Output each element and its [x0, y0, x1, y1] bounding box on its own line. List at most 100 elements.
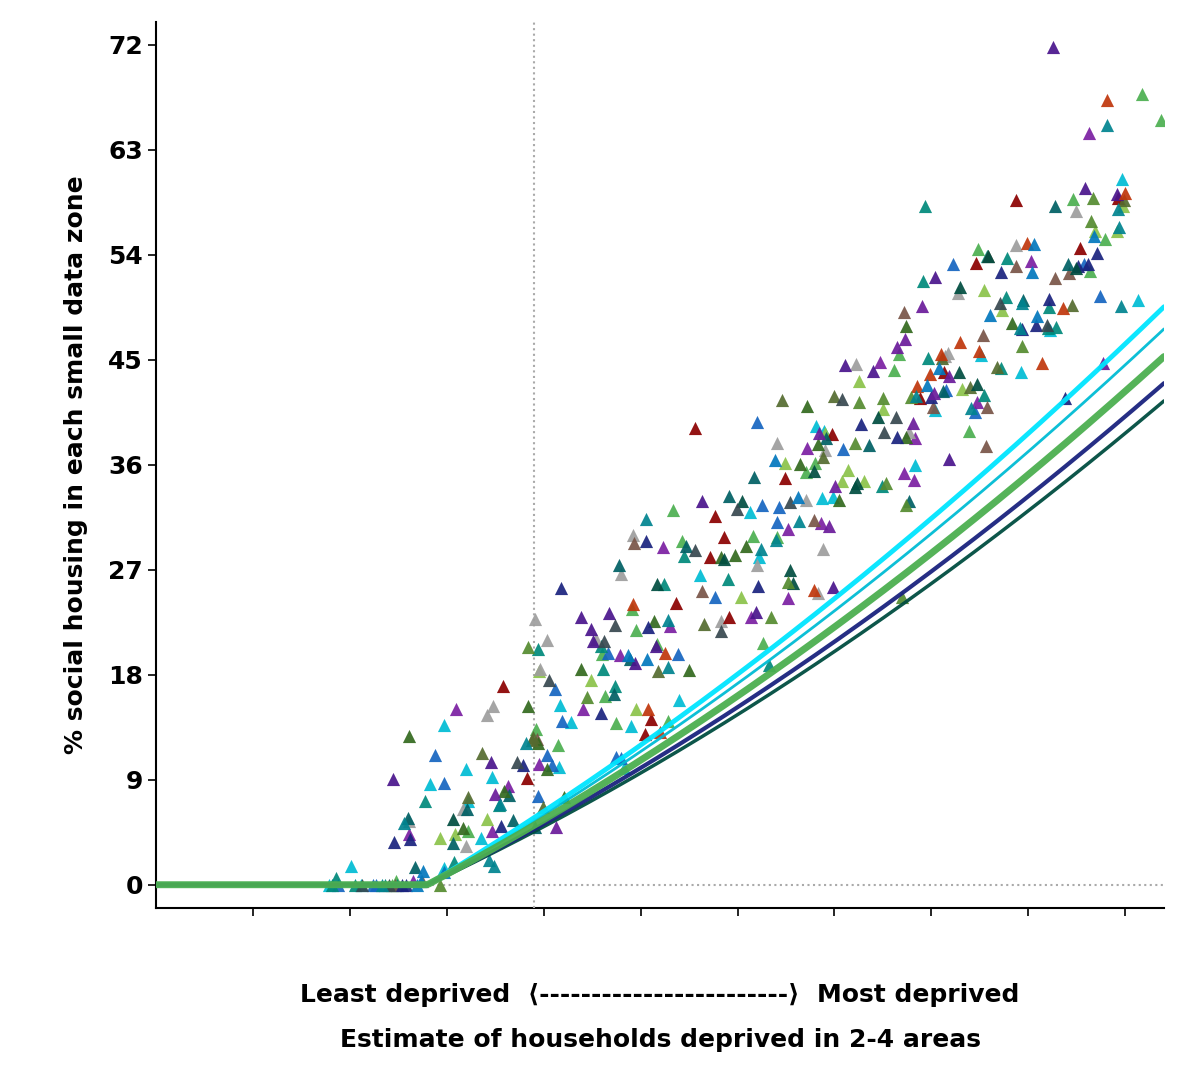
- Point: [907, 387, 926, 404]
- Point: [932, 349, 952, 366]
- Point: [809, 425, 828, 442]
- Point: [924, 399, 943, 416]
- Point: [679, 662, 698, 679]
- Point: [938, 345, 958, 362]
- Point: [773, 391, 792, 409]
- Point: [654, 575, 673, 592]
- Point: [745, 468, 764, 485]
- Point: [398, 810, 418, 827]
- Point: [895, 330, 914, 347]
- Point: [796, 463, 815, 480]
- Point: [624, 595, 643, 612]
- Point: [1014, 291, 1033, 308]
- Point: [1007, 257, 1026, 275]
- Point: [913, 272, 932, 290]
- Point: [413, 872, 432, 890]
- Point: [1006, 191, 1025, 209]
- Point: [1039, 298, 1058, 316]
- Point: [668, 645, 688, 663]
- Point: [991, 359, 1010, 376]
- Point: [508, 753, 527, 771]
- Point: [974, 386, 994, 403]
- Point: [854, 472, 874, 490]
- Point: [968, 240, 988, 257]
- Point: [948, 284, 967, 302]
- Point: [620, 718, 640, 735]
- Point: [733, 492, 752, 509]
- Point: [413, 863, 432, 880]
- Point: [986, 359, 1006, 376]
- Point: [595, 686, 614, 704]
- Point: [644, 612, 664, 629]
- Point: [780, 561, 799, 578]
- Point: [970, 342, 989, 359]
- Point: [1069, 257, 1088, 275]
- Point: [454, 819, 473, 837]
- Point: [592, 704, 611, 721]
- Point: [906, 429, 925, 446]
- Point: [749, 577, 768, 595]
- Point: [992, 302, 1012, 319]
- Point: [582, 671, 601, 689]
- Point: [624, 526, 643, 544]
- Point: [767, 435, 786, 452]
- Point: [529, 663, 548, 680]
- Point: [484, 857, 503, 875]
- Point: [625, 534, 644, 551]
- Point: [412, 872, 431, 890]
- Point: [808, 584, 827, 601]
- Point: [494, 783, 514, 800]
- Point: [767, 532, 786, 549]
- Point: [1062, 296, 1081, 313]
- Point: [546, 818, 565, 836]
- Point: [1022, 252, 1042, 269]
- Point: [1039, 291, 1058, 308]
- Point: [1012, 363, 1031, 381]
- Point: [490, 796, 509, 813]
- Point: [852, 415, 871, 432]
- Point: [636, 532, 655, 549]
- Point: [518, 698, 538, 716]
- Point: [704, 507, 724, 524]
- Point: [551, 579, 570, 597]
- Point: [845, 478, 864, 495]
- Point: [482, 768, 502, 785]
- Point: [796, 491, 815, 508]
- Point: [548, 736, 568, 753]
- Point: [775, 469, 794, 486]
- Point: [991, 264, 1010, 281]
- Point: [916, 197, 935, 214]
- Point: [638, 700, 658, 718]
- Point: [593, 645, 612, 663]
- Point: [326, 869, 346, 886]
- Point: [876, 475, 895, 492]
- Point: [1087, 244, 1106, 262]
- Point: [1085, 227, 1104, 244]
- Point: [974, 281, 994, 298]
- Point: [607, 749, 626, 766]
- Point: [481, 753, 500, 771]
- Point: [778, 589, 797, 606]
- Point: [847, 475, 866, 492]
- Point: [458, 788, 478, 805]
- Point: [760, 656, 779, 673]
- Point: [1109, 200, 1128, 217]
- Point: [925, 268, 944, 285]
- Point: [977, 248, 996, 265]
- Point: [766, 452, 785, 469]
- Point: [967, 255, 986, 272]
- Point: [605, 685, 624, 703]
- Point: [620, 650, 640, 667]
- Point: [812, 490, 832, 507]
- Point: [905, 471, 924, 489]
- Point: [383, 876, 402, 893]
- Point: [528, 641, 547, 658]
- Point: [1070, 240, 1090, 257]
- Point: [637, 651, 656, 668]
- Point: [820, 518, 839, 535]
- Point: [606, 616, 625, 633]
- Point: [742, 608, 761, 625]
- Point: [1025, 236, 1044, 253]
- Point: [960, 378, 979, 396]
- Point: [1091, 288, 1110, 305]
